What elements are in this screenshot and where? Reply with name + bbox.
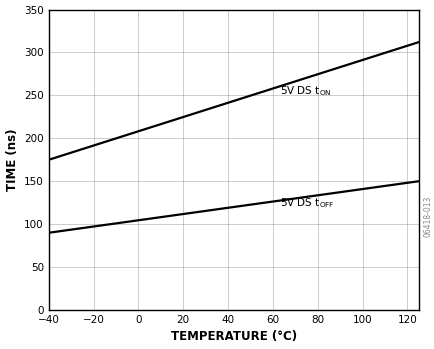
X-axis label: TEMPERATURE (°C): TEMPERATURE (°C) [170,331,296,343]
Text: 5V DS t$_{\mathregular{ON}}$: 5V DS t$_{\mathregular{ON}}$ [279,84,330,98]
Y-axis label: TIME (ns): TIME (ns) [6,128,19,191]
Text: 06418-013: 06418-013 [423,196,432,237]
Text: 5V DS t$_{\mathregular{OFF}}$: 5V DS t$_{\mathregular{OFF}}$ [279,197,334,210]
